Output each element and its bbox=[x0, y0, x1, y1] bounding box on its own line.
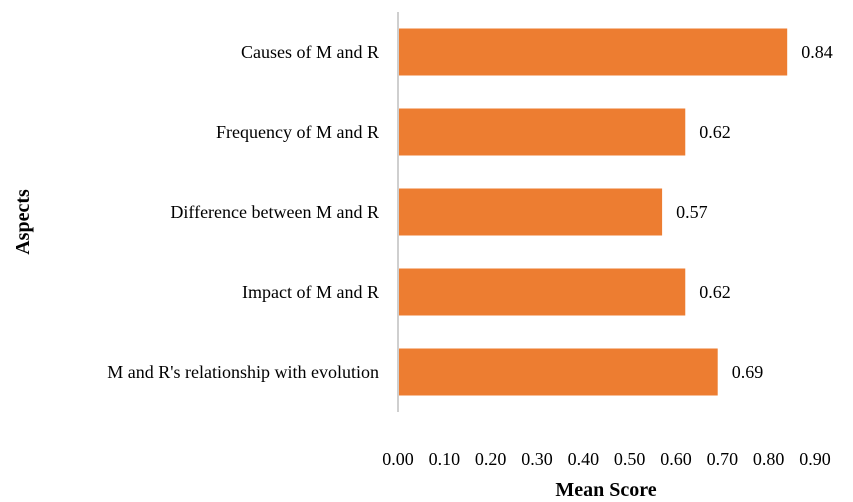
bar bbox=[399, 188, 663, 236]
x-tick-label: 0.50 bbox=[614, 449, 646, 469]
category-label: Frequency of M and R bbox=[216, 122, 379, 142]
y-axis-title: Aspects bbox=[12, 189, 34, 255]
bar bbox=[399, 348, 718, 396]
category-labels: Causes of M and R Frequency of M and R Dif… bbox=[107, 42, 379, 382]
x-axis-title: Mean Score bbox=[555, 479, 656, 501]
x-tick-label: 0.90 bbox=[799, 449, 831, 469]
x-tick-label: 0.80 bbox=[753, 449, 785, 469]
bars-group bbox=[399, 28, 788, 396]
data-label: 0.62 bbox=[699, 282, 731, 302]
bar bbox=[399, 268, 686, 316]
data-label: 0.62 bbox=[699, 122, 731, 142]
bar bbox=[399, 108, 686, 156]
x-tick-label: 0.40 bbox=[568, 449, 600, 469]
x-tick-label: 0.70 bbox=[707, 449, 739, 469]
bar bbox=[399, 28, 788, 76]
x-tick-label: 0.10 bbox=[429, 449, 461, 469]
x-tick-label: 0.00 bbox=[382, 449, 414, 469]
category-label: M and R's relationship with evolution bbox=[107, 362, 379, 382]
data-label: 0.69 bbox=[732, 362, 764, 382]
data-labels: 0.84 0.62 0.57 0.62 0.69 bbox=[676, 42, 833, 382]
category-label: Causes of M and R bbox=[241, 42, 379, 62]
x-tick-label: 0.30 bbox=[521, 449, 553, 469]
data-label: 0.57 bbox=[676, 202, 708, 222]
x-axis-tick-labels: 0.00 0.10 0.20 0.30 0.40 0.50 0.60 0.70 0.80 0.90 bbox=[382, 449, 831, 469]
x-tick-label: 0.60 bbox=[660, 449, 692, 469]
category-label: Impact of M and R bbox=[242, 282, 379, 302]
category-label: Difference between M and R bbox=[170, 202, 379, 222]
data-label: 0.84 bbox=[801, 42, 833, 62]
x-tick-label: 0.20 bbox=[475, 449, 507, 469]
